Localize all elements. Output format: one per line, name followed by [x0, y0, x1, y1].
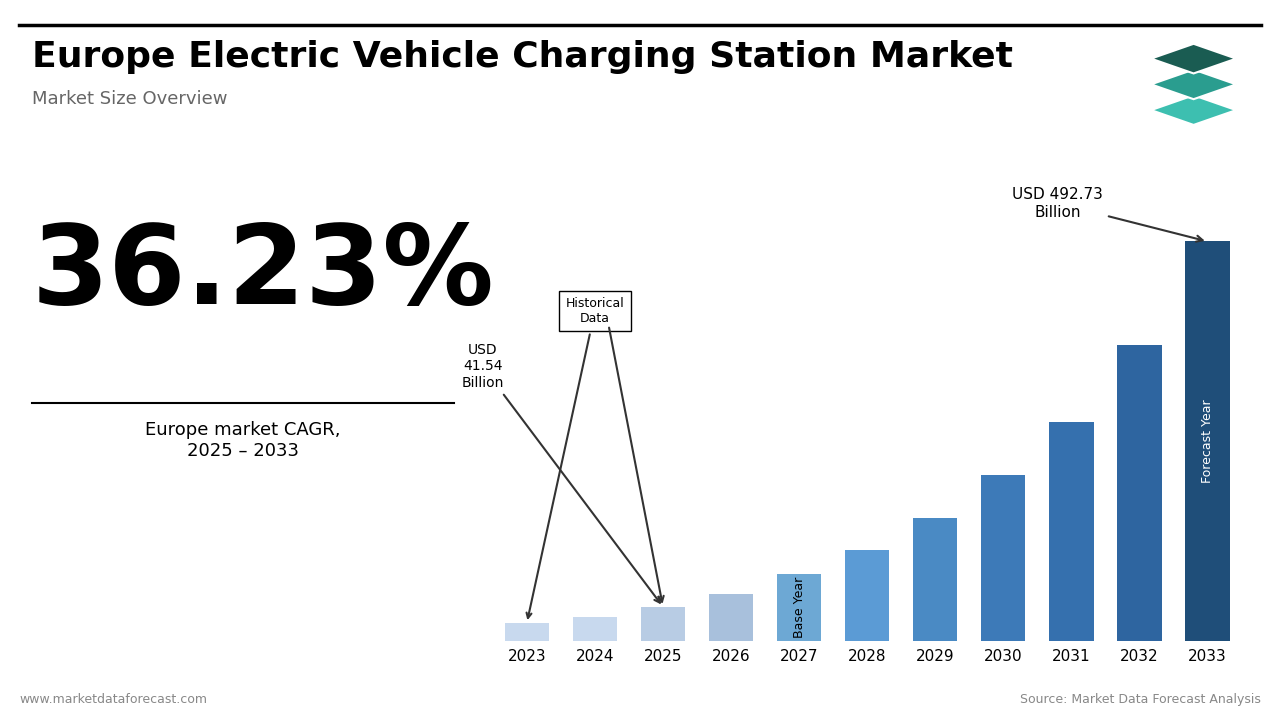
Bar: [1117, 345, 1162, 641]
Text: Historical
Data: Historical Data: [526, 297, 625, 618]
Text: www.marketdataforecast.com: www.marketdataforecast.com: [19, 693, 207, 706]
Text: Base Year: Base Year: [792, 577, 805, 638]
Text: Forecast Year: Forecast Year: [1201, 400, 1213, 483]
Bar: [777, 575, 822, 641]
Bar: [1185, 241, 1230, 641]
Bar: [572, 616, 617, 641]
Text: USD 492.73
Billion: USD 492.73 Billion: [1012, 187, 1203, 242]
Text: Source: Market Data Forecast Analysis: Source: Market Data Forecast Analysis: [1020, 693, 1261, 706]
Text: Europe market CAGR,
2025 – 2033: Europe market CAGR, 2025 – 2033: [146, 421, 340, 460]
Text: Market Size Overview: Market Size Overview: [32, 90, 228, 108]
Bar: [641, 607, 685, 641]
Text: 36.23%: 36.23%: [32, 220, 495, 327]
Bar: [982, 474, 1025, 641]
Text: USD
41.54
Billion: USD 41.54 Billion: [461, 343, 660, 603]
Bar: [845, 550, 890, 641]
Text: Europe Electric Vehicle Charging Station Market: Europe Electric Vehicle Charging Station…: [32, 40, 1012, 73]
Bar: [913, 518, 957, 641]
Polygon shape: [1151, 95, 1236, 125]
Bar: [709, 594, 753, 641]
Polygon shape: [1151, 70, 1236, 99]
Bar: [504, 623, 549, 641]
Polygon shape: [1151, 44, 1236, 73]
Bar: [1050, 422, 1093, 641]
